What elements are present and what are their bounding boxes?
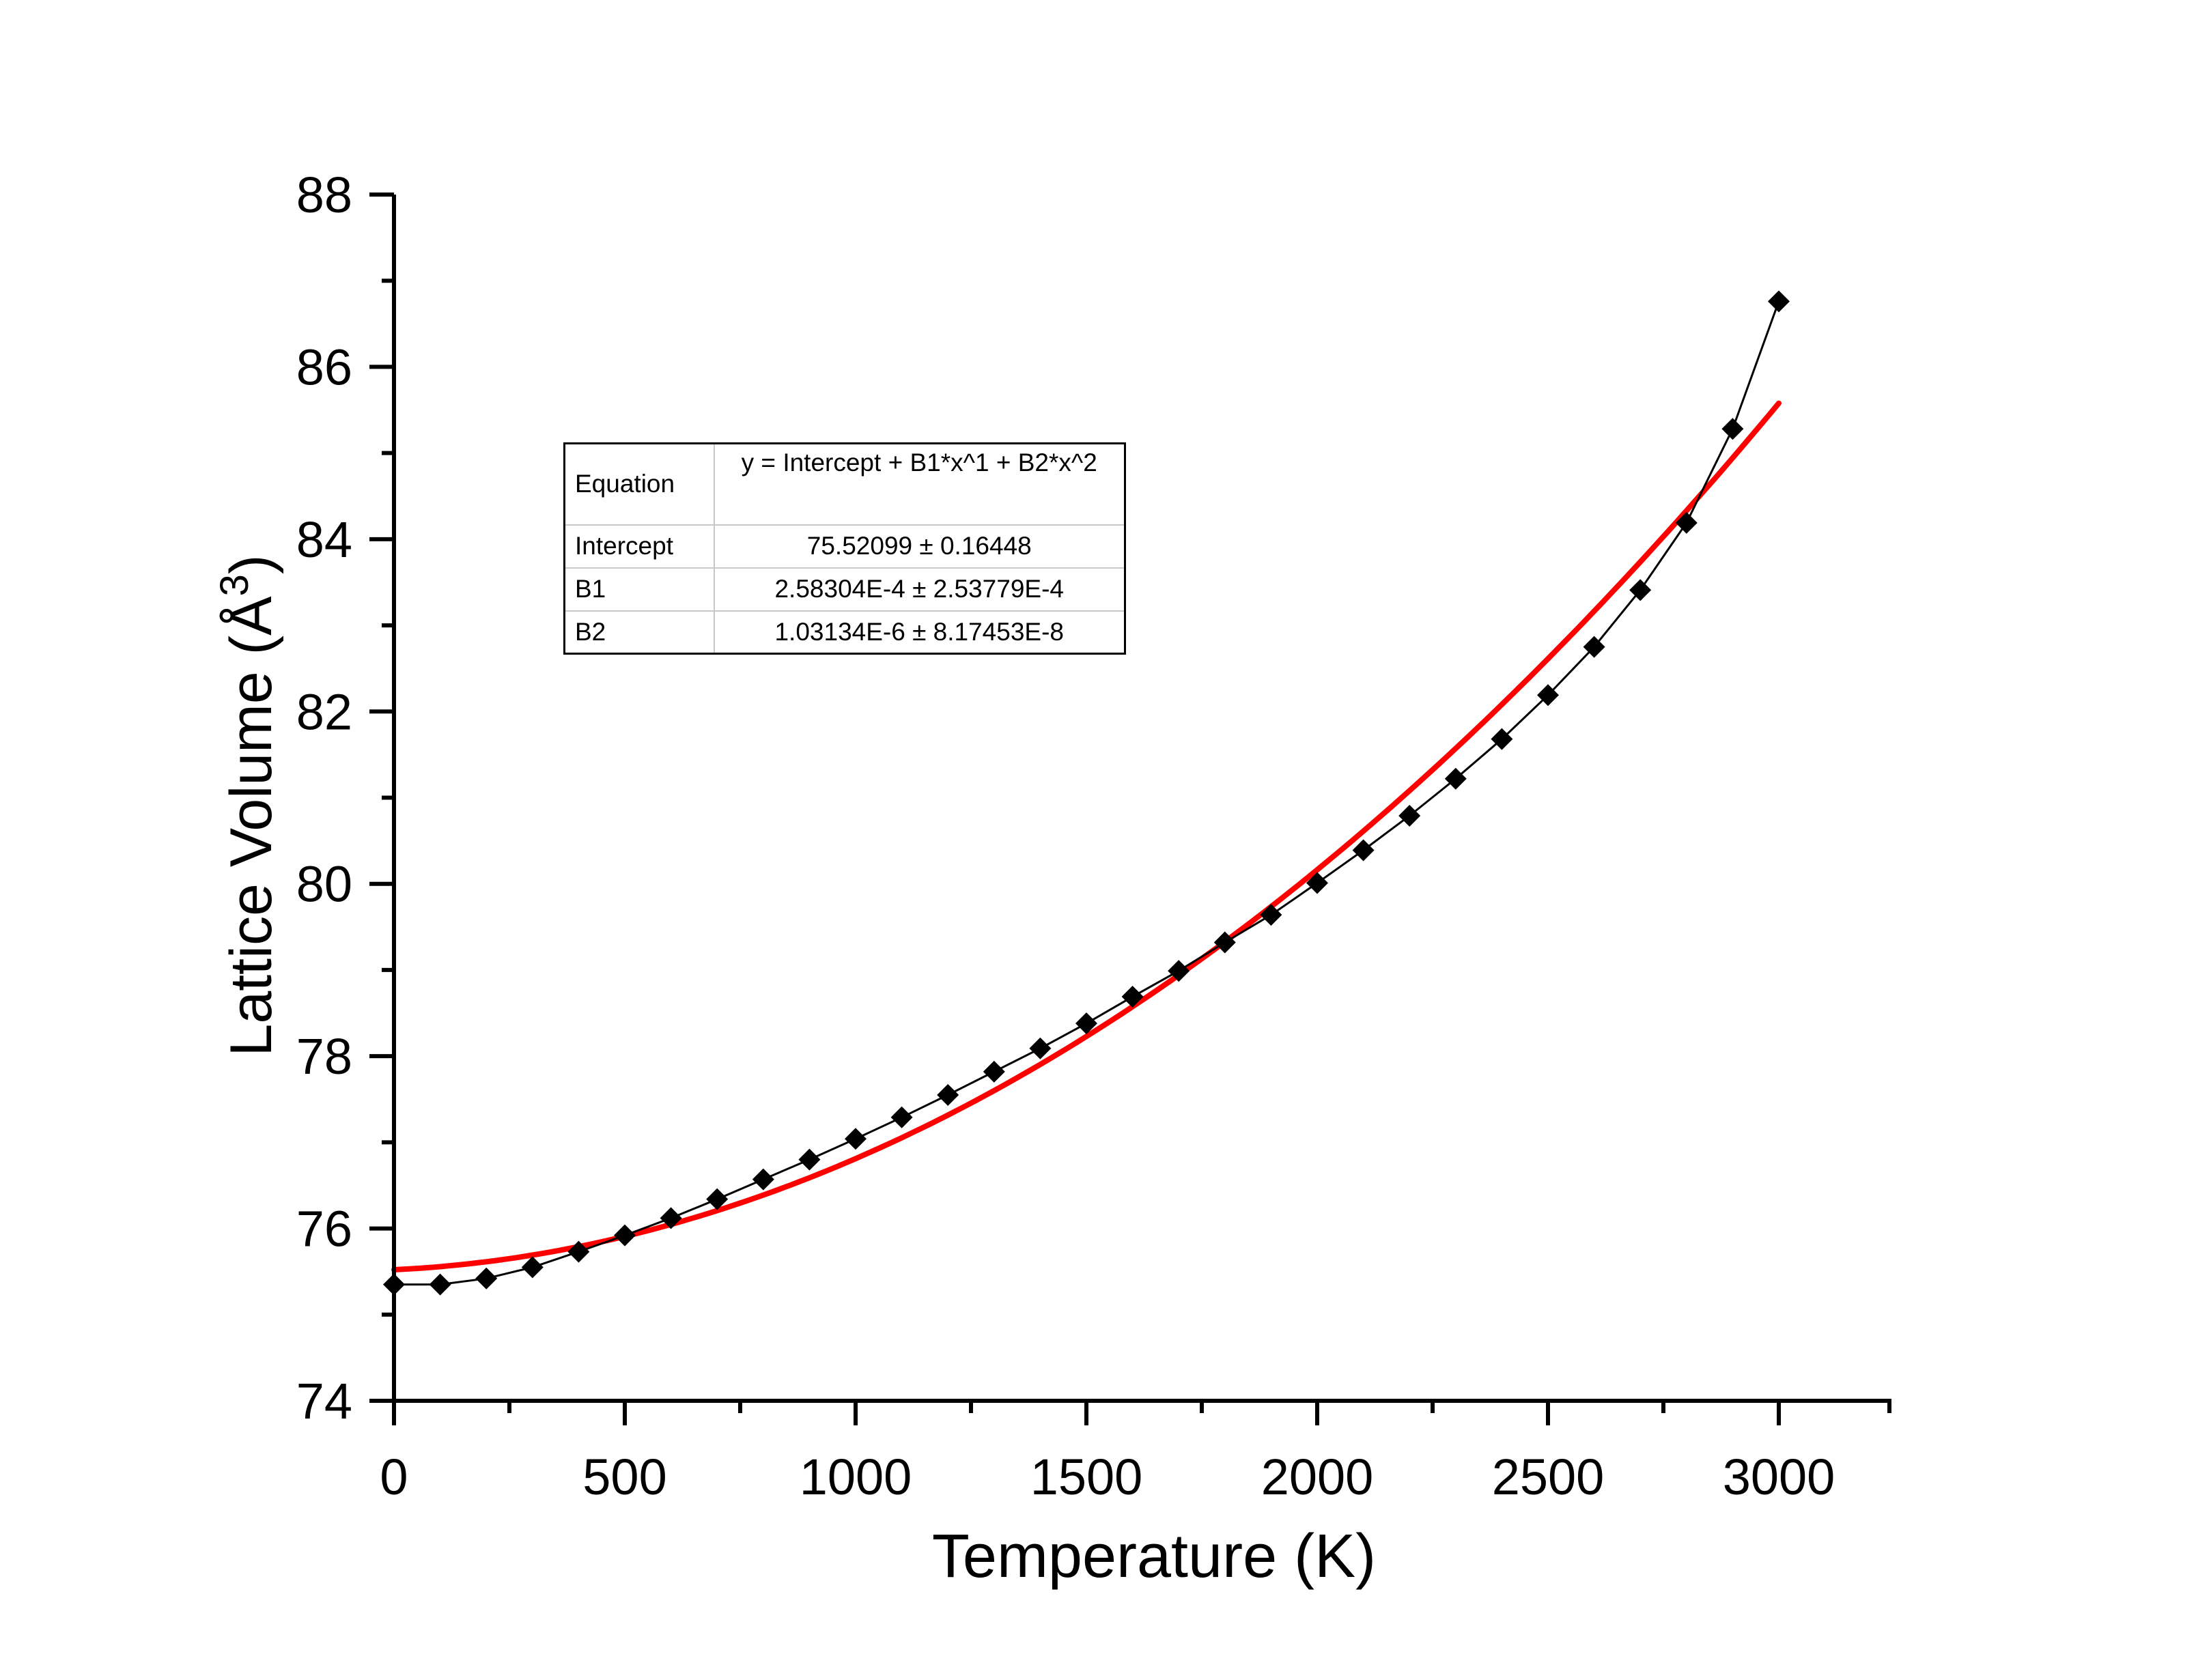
y-axis-title: Lattice Volume (Å3) [212,555,284,1057]
fit-table-row-b1: B1 2.58304E-4 ± 2.53779E-4 [564,567,1125,612]
data-point-marker [1537,684,1559,707]
y-tick-label: 78 [296,1028,352,1085]
y-tick-label: 74 [296,1373,352,1429]
y-tick-label: 86 [296,339,352,395]
data-point-marker [798,1148,821,1171]
data-series-layer [383,290,1790,1296]
tick-labels: 74 76 78 80 82 84 86 88 0 500 1000 1500 2000 2500 3000 [296,167,1835,1505]
data-point-marker [845,1128,867,1150]
data-point-marker [1352,839,1375,862]
data-point-marker [1398,805,1421,827]
data-point-marker [1029,1037,1052,1059]
data-point-marker [429,1273,451,1296]
fit-table-row-equation: Equation y = Intercept + B1*x^1 + B2*x^2 [564,443,1125,526]
data-point-marker [937,1083,959,1106]
y-tick-label: 88 [296,167,352,223]
data-point-marker [1768,290,1790,313]
data-point-marker [983,1060,1005,1083]
y-axis-title-close: ) [219,555,284,575]
axes [369,193,1891,1425]
x-tick-label: 1000 [800,1449,912,1505]
x-tick-label: 2500 [1492,1449,1605,1505]
data-point-marker [1075,1012,1097,1035]
data-point-marker [1491,728,1513,750]
fit-table-value: 2.58304E-4 ± 2.53779E-4 [713,567,1125,612]
data-point-marker [1306,872,1328,894]
fit-table-row-intercept: Intercept 75.52099 ± 0.16448 [564,524,1125,569]
data-point-marker [567,1240,590,1263]
data-point-marker [1168,960,1190,982]
data-point-marker [1121,986,1144,1008]
y-axis-title-superscript: 3 [212,574,257,596]
x-tick-label: 1500 [1030,1449,1143,1505]
data-point-marker [614,1224,636,1247]
fit-table-value: 75.52099 ± 0.16448 [713,524,1125,569]
y-tick-label: 76 [296,1201,352,1257]
data-point-marker [1721,418,1744,440]
data-point-marker [890,1106,913,1128]
data-point-marker [706,1188,729,1210]
data-point-marker [521,1256,544,1279]
data-point-marker [660,1207,682,1229]
x-tick-label: 500 [582,1449,666,1505]
data-point-marker [752,1168,774,1191]
data-point-marker [475,1267,498,1290]
x-tick-label: 2000 [1261,1449,1374,1505]
y-tick-label: 82 [296,683,352,740]
fit-table-label: Intercept [564,524,715,569]
y-tick-label: 84 [296,511,352,568]
fit-table-value: y = Intercept + B1*x^1 + B2*x^2 [713,443,1125,526]
x-tick-label: 0 [380,1449,408,1505]
y-tick-label: 80 [296,856,352,913]
y-axis-title-base: Lattice Volume (Å [219,596,284,1057]
data-point-marker [1444,767,1467,790]
data-point-marker [1213,931,1236,954]
data-point-marker [1675,511,1698,534]
data-point-marker [1260,904,1282,926]
fit-table-row-b2: B2 1.03134E-6 ± 8.17453E-8 [564,610,1125,654]
x-tick-label: 3000 [1723,1449,1835,1505]
fit-results-table: Equation y = Intercept + B1*x^1 + B2*x^2… [563,442,1126,655]
fit-table-label: B1 [564,567,715,612]
data-point-marker [1583,636,1605,658]
fit-table-label: B2 [564,610,715,654]
fit-table-label: Equation [564,443,715,526]
x-axis-title: Temperature (K) [932,1522,1376,1591]
data-point-marker [1629,579,1652,601]
fit-table-value: 1.03134E-6 ± 8.17453E-8 [713,610,1125,654]
